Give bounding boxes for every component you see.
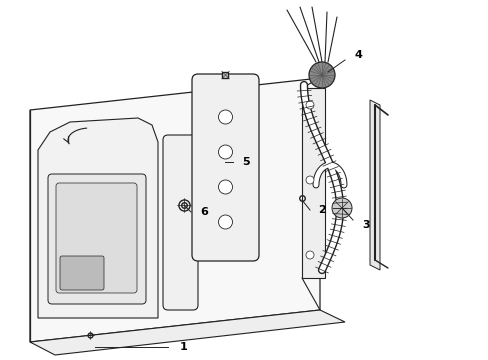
Circle shape [305,101,313,109]
Polygon shape [30,78,319,342]
FancyBboxPatch shape [56,183,137,293]
Polygon shape [38,118,158,318]
Circle shape [305,251,313,259]
Text: 3: 3 [361,220,369,230]
Polygon shape [369,100,379,270]
Circle shape [218,215,232,229]
FancyBboxPatch shape [163,135,198,310]
Text: 4: 4 [354,50,362,60]
Circle shape [218,110,232,124]
Polygon shape [30,310,345,355]
Circle shape [308,62,334,88]
Circle shape [218,180,232,194]
Text: 1: 1 [180,342,187,352]
Polygon shape [302,88,325,278]
FancyBboxPatch shape [48,174,146,304]
Circle shape [218,145,232,159]
Circle shape [331,198,351,218]
FancyBboxPatch shape [192,74,259,261]
Text: 5: 5 [242,157,249,167]
FancyBboxPatch shape [60,256,104,290]
Text: 6: 6 [200,207,207,217]
Circle shape [305,176,313,184]
Text: 2: 2 [317,205,325,215]
